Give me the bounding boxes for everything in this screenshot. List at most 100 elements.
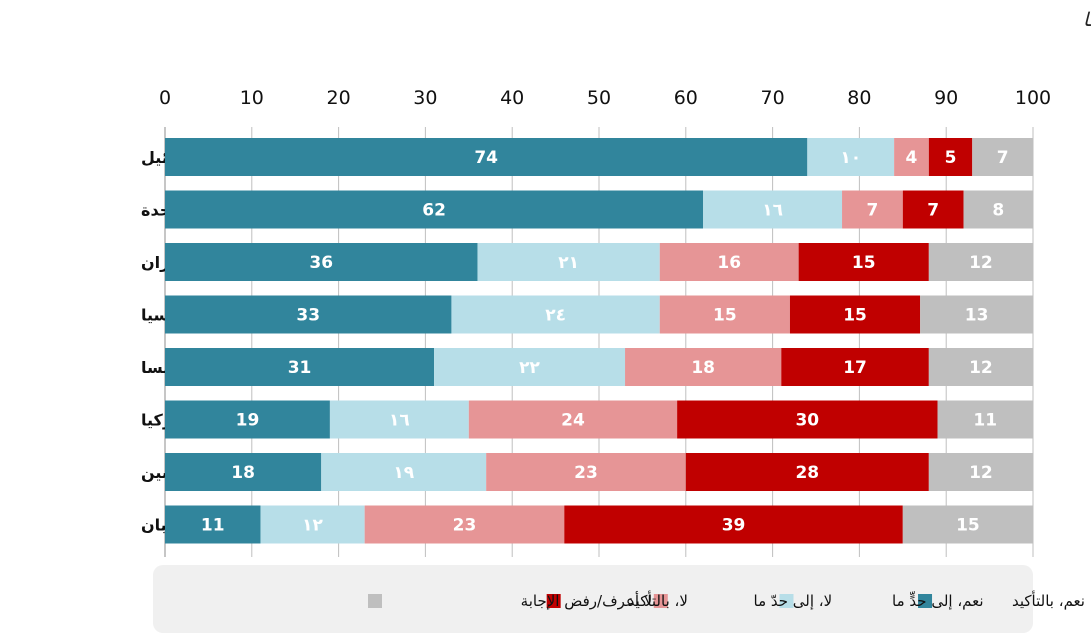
- data-label: 18: [691, 358, 715, 378]
- data-label: ٢١: [558, 253, 579, 273]
- data-label: 12: [969, 463, 993, 483]
- bar-segment: [894, 138, 929, 176]
- bar-segment: [972, 138, 1033, 176]
- bar-segment: [842, 190, 903, 229]
- legend-swatch: [653, 594, 668, 608]
- data-label: 4: [906, 148, 918, 168]
- bar-segment: [486, 453, 686, 491]
- data-labels: 74 ١٠ 4 5 7 62 ١٦ 7 7 8 36 ٢١ 16 15 12 33 ٢٤ 15 15 13 31 ٢٢ 18…: [201, 148, 1009, 536]
- x-axis-ticks: 0 10 20 30 40 50 60 70 80 90 100: [159, 87, 1051, 109]
- data-label: 36: [309, 253, 333, 273]
- data-label: 23: [574, 463, 598, 483]
- bar-segment: [920, 295, 1033, 334]
- data-label: 17: [843, 358, 867, 378]
- bar-segment: [928, 243, 1033, 281]
- data-label: ١٩: [393, 463, 414, 483]
- data-label: 15: [713, 306, 737, 326]
- legend-label: لا، بالتأكيد: [628, 590, 688, 610]
- x-tick-label: 0: [159, 87, 171, 109]
- data-label: 24: [561, 411, 585, 431]
- legend-label: لا أعرف/رفض الإجابة: [521, 591, 653, 610]
- data-label: 19: [236, 411, 260, 431]
- bar-segment: [659, 243, 799, 281]
- bar-segment: [477, 243, 660, 281]
- data-label: 11: [201, 516, 225, 536]
- bar-segment: [165, 243, 478, 281]
- data-label: 28: [795, 463, 819, 483]
- bar-segment: [937, 400, 1033, 439]
- data-label: 18: [231, 463, 255, 483]
- data-label: 13: [965, 306, 989, 326]
- chart-title: هل تعتقد أن السياسات الراهنة لبعض القوى …: [1083, 7, 1091, 31]
- bar-segment: [434, 348, 626, 386]
- x-tick-label: 80: [847, 87, 871, 109]
- bar-segment: [902, 190, 964, 229]
- legend-swatch: [779, 594, 794, 608]
- bar-segment: [703, 190, 843, 229]
- bar-segment: [260, 505, 365, 544]
- bar-segments: [165, 138, 1033, 544]
- bar-segment: [807, 138, 895, 176]
- data-label: 39: [722, 516, 746, 536]
- data-label: 8: [992, 201, 1004, 221]
- bar-segment: [677, 400, 938, 439]
- data-label: 7: [997, 148, 1009, 168]
- bar-segment: [564, 505, 903, 544]
- data-label: 15: [843, 306, 867, 326]
- bar-segment: [798, 243, 929, 281]
- data-label: 31: [288, 358, 312, 378]
- bar-segment: [165, 190, 704, 229]
- legend-swatch: [546, 594, 561, 608]
- bar-segment: [165, 400, 330, 439]
- x-tick-label: 50: [587, 87, 611, 109]
- data-label: ١٦: [389, 411, 410, 431]
- data-label: 7: [927, 201, 939, 221]
- x-tick-label: 20: [327, 87, 351, 109]
- legend-label: نعم، بالتأكيد: [1012, 590, 1085, 610]
- legend-label: نعم، إلى حدٍّ ما: [892, 590, 984, 610]
- bar-segment: [928, 138, 973, 176]
- x-tick-label: 60: [674, 87, 698, 109]
- data-label: ١٢: [302, 516, 323, 536]
- data-label: ١٠: [840, 148, 861, 168]
- data-label: 62: [422, 201, 446, 221]
- x-tick-label: 100: [1015, 87, 1051, 109]
- legend: نعم، بالتأكيد نعم، إلى حدٍّ ما لا، إلى حدّ…: [153, 565, 1085, 633]
- bar-segment: [685, 453, 929, 491]
- bar-segment: [659, 295, 790, 334]
- bar-segment: [902, 505, 1033, 544]
- x-tick-label: 70: [761, 87, 785, 109]
- data-label: 15: [956, 516, 980, 536]
- bar-segment: [625, 348, 782, 386]
- data-label: 33: [296, 306, 320, 326]
- legend-background: [153, 565, 1033, 633]
- bar-segment: [165, 453, 322, 491]
- x-tick-label: 90: [934, 87, 958, 109]
- data-label: 30: [795, 411, 819, 431]
- bar-segment: [165, 505, 261, 544]
- bar-segment: [781, 348, 929, 386]
- data-label: ١٦: [762, 201, 783, 221]
- bar-segment: [928, 453, 1033, 491]
- data-label: 12: [969, 358, 993, 378]
- legend-swatch: [918, 594, 933, 608]
- x-tick-label: 40: [500, 87, 524, 109]
- bar-segment: [321, 453, 487, 491]
- legend-swatch: [368, 594, 382, 608]
- bar-segment: [165, 295, 452, 334]
- x-tick-label: 30: [413, 87, 437, 109]
- legend-label: لا، إلى حدّ ما: [754, 592, 833, 610]
- data-label: 15: [852, 253, 876, 273]
- data-label: 74: [474, 148, 498, 168]
- bar-segment: [451, 295, 660, 334]
- data-label: 11: [973, 411, 997, 431]
- bar-segment: [165, 348, 435, 386]
- data-label: 7: [866, 201, 878, 221]
- bar-segment: [165, 138, 808, 176]
- bar-segment: [928, 348, 1033, 386]
- bar-segment: [364, 505, 565, 544]
- data-label: 23: [453, 516, 477, 536]
- x-tick-label: 10: [240, 87, 264, 109]
- data-label: 5: [945, 148, 957, 168]
